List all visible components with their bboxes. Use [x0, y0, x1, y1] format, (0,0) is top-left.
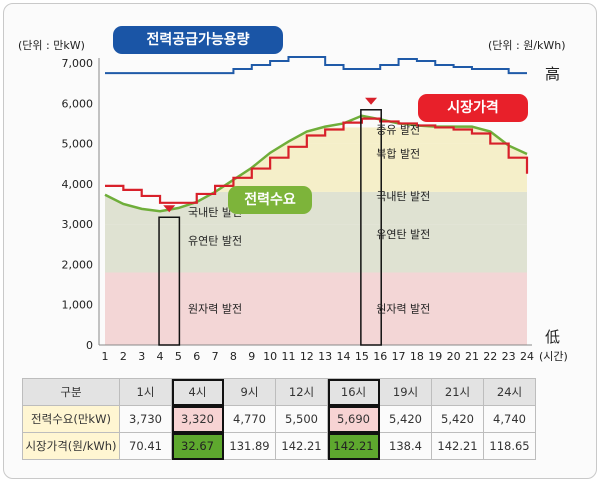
x-tick-label: 12 — [300, 350, 314, 363]
table-header-cell: 구분 — [22, 378, 120, 406]
band-label: 유연탄 발전 — [376, 228, 430, 241]
y-tick-label: 3,000 — [62, 218, 94, 231]
table-header-cell: 24시 — [483, 378, 536, 406]
x-tick-label: 9 — [248, 350, 255, 363]
generation-band — [105, 272, 527, 345]
table-header-cell: 16시 — [327, 378, 380, 406]
table-header-cell: 9시 — [223, 378, 276, 406]
table-cell: 5,420 — [379, 405, 432, 433]
table-cell: 4,770 — [223, 405, 276, 433]
band-label: 원자력 발전 — [188, 303, 242, 316]
y-tick-label: 4,000 — [62, 178, 94, 191]
band-label: 국내탄 발전 — [376, 190, 430, 203]
table-cell: 142.21 — [275, 432, 328, 460]
band-label: 복합 발전 — [376, 148, 420, 161]
table-cell: 3,730 — [119, 405, 172, 433]
high-marker: 高 — [545, 65, 561, 83]
x-tick-label: 14 — [337, 350, 351, 363]
x-tick-label: 8 — [230, 350, 237, 363]
right-unit-label: (단위 : 원/kWh) — [488, 39, 566, 52]
table-cell: 142.21 — [327, 432, 380, 460]
x-tick-label: 2 — [120, 350, 127, 363]
table-header-cell: 1시 — [119, 378, 172, 406]
y-tick-label: 0 — [86, 339, 93, 352]
highlight-marker — [365, 97, 378, 105]
highlight-marker — [163, 205, 176, 213]
x-tick-label: 17 — [392, 350, 406, 363]
x-tick-label: 13 — [318, 350, 332, 363]
x-tick-label: 19 — [428, 350, 442, 363]
highlight-box — [360, 109, 382, 346]
y-tick-label: 5,000 — [62, 138, 94, 151]
table-cell: 32.67 — [171, 432, 224, 460]
x-tick-label: 5 — [175, 350, 182, 363]
table-cell: 5,420 — [431, 405, 484, 433]
table-cell: 5,690 — [327, 405, 380, 433]
capacity-line — [105, 55, 527, 75]
demand-badge: 전력수요 — [228, 186, 312, 214]
low-marker: 低 — [545, 328, 561, 346]
band-label: 중유 발전 — [376, 123, 420, 136]
band-label: 유연탄 발전 — [188, 234, 242, 247]
table-cell: 5,500 — [275, 405, 328, 433]
table-cell: 4,740 — [483, 405, 536, 433]
table-cell: 70.41 — [119, 432, 172, 460]
x-tick-label: 24 — [520, 350, 534, 363]
table-cell: 142.21 — [431, 432, 484, 460]
x-tick-label: 22 — [483, 350, 497, 363]
x-tick-label: 15 — [355, 350, 369, 363]
demand-line — [104, 114, 528, 213]
x-axis-label: (시간) — [539, 350, 568, 363]
x-tick-label: 20 — [447, 350, 461, 363]
table-cell: 118.65 — [483, 432, 536, 460]
table-row: 전력수요(만kW) 3,730 3,320 4,770 5,500 5,690 … — [22, 405, 536, 433]
x-tick-label: 18 — [410, 350, 424, 363]
y-tick-label: 1,000 — [62, 299, 94, 312]
generation-band — [105, 224, 527, 273]
y-tick-label: 6,000 — [62, 97, 94, 110]
x-tick-label: 11 — [281, 350, 295, 363]
table-header-row: 구분 1시 4시 9시 12시 16시 19시 21시 24시 — [22, 378, 536, 406]
table-row-label: 전력수요(만kW) — [22, 405, 120, 433]
left-unit-label: (단위 : 만kW) — [18, 39, 85, 52]
table-header-cell: 12시 — [275, 378, 328, 406]
x-tick-label: 21 — [465, 350, 479, 363]
table-cell: 131.89 — [223, 432, 276, 460]
table-header-cell: 19시 — [379, 378, 432, 406]
x-tick-label: 6 — [193, 350, 200, 363]
x-tick-label: 10 — [263, 350, 277, 363]
table-header-cell: 4시 — [171, 378, 224, 406]
table-header-cell: 21시 — [431, 378, 484, 406]
price-badge: 시장가격 — [418, 94, 528, 122]
x-tick-label: 4 — [157, 350, 164, 363]
table-cell: 3,320 — [171, 405, 224, 433]
x-tick-label: 23 — [502, 350, 516, 363]
table-row-label: 시장가격(원/kWh) — [22, 432, 120, 460]
x-tick-label: 16 — [373, 350, 387, 363]
capacity-badge: 전력공급가능용량 — [113, 26, 283, 54]
band-label: 원자력 발전 — [376, 303, 430, 316]
x-tick-label: 7 — [212, 350, 219, 363]
table-cell: 138.4 — [379, 432, 432, 460]
highlight-box — [158, 216, 181, 346]
summary-table: 구분 1시 4시 9시 12시 16시 19시 21시 24시 전력수요(만kW… — [22, 378, 536, 460]
table-row: 시장가격(원/kWh) 70.41 32.67 131.89 142.21 14… — [22, 432, 536, 460]
y-tick-label: 7,000 — [62, 57, 94, 70]
generation-band — [105, 143, 527, 192]
x-tick-label: 1 — [102, 350, 109, 363]
y-tick-label: 2,000 — [62, 258, 94, 271]
x-tick-label: 3 — [138, 350, 145, 363]
price-line — [105, 117, 529, 204]
